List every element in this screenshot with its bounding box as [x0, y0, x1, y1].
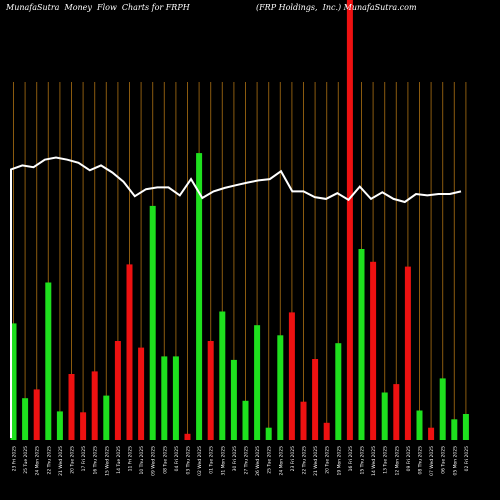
money-flow-bar [33, 389, 40, 440]
money-flow-bar [22, 398, 29, 440]
x-tick-label: 04 Fri 2025 [174, 446, 180, 472]
x-tick-label: 16 Thu 2025 [93, 446, 99, 475]
x-tick-label: 21 Wed 2025 [58, 446, 64, 476]
money-flow-bar [103, 395, 110, 440]
money-flow-bar [381, 392, 388, 440]
x-tick-label: 26 Wed 2025 [255, 446, 261, 476]
x-tick-label: 23 Fri 2025 [12, 446, 18, 472]
x-tick-label: 25 Tue 2025 [267, 446, 273, 474]
money-flow-bar [254, 325, 261, 440]
x-tick-label: 21 Wed 2025 [313, 446, 319, 476]
money-flow-bar [439, 378, 446, 440]
money-flow-bar [404, 266, 411, 440]
x-tick-label: 07 Wed 2025 [429, 446, 435, 476]
money-flow-bar [370, 261, 377, 440]
money-flow-bar [416, 410, 423, 440]
money-flow-bar [462, 414, 469, 440]
money-flow-bar [207, 341, 214, 440]
money-flow-bar [219, 311, 226, 440]
x-tick-label: 27 Thu 2025 [244, 446, 250, 475]
x-tick-label: 02 Wed 2025 [197, 446, 203, 476]
x-tick-label: 09 Wed 2025 [151, 446, 157, 476]
x-tick-label: 01 Tue 2025 [209, 446, 215, 474]
money-flow-bar [172, 356, 179, 440]
x-tick-label: 15 Thu 2025 [360, 446, 366, 475]
chart-subtitle: (FRP Holdings, Inc.) MunafaSutra.com [256, 3, 417, 12]
x-tick-label: 11 Fri 2025 [128, 446, 134, 472]
x-tick-label: 22 Thu 2025 [46, 446, 52, 475]
money-flow-bar [300, 401, 307, 440]
money-flow-bar [184, 433, 191, 440]
x-tick-label: 15 Wed 2025 [104, 446, 110, 476]
money-flow-bar [149, 205, 156, 440]
x-tick-label: 19 Mon 2025 [336, 446, 342, 476]
x-tick-label: 10 Thu 2025 [139, 446, 145, 475]
x-tick-label: 14 Tue 2025 [116, 446, 122, 474]
x-tick-label: 08 Tue 2025 [162, 446, 168, 474]
x-tick-label: 08 Thu 2025 [418, 446, 424, 475]
money-flow-bar [323, 422, 330, 440]
money-flow-bar [45, 282, 52, 440]
x-tick-label: 31 Mon 2025 [220, 446, 226, 476]
x-tick-label: 06 Tue 2025 [441, 446, 447, 474]
money-flow-bar [242, 400, 249, 440]
x-tick-label: 02 Fri 2025 [464, 446, 470, 472]
money-flow-bar [91, 371, 98, 440]
money-flow-bar [428, 427, 435, 440]
x-tick-label: 22 Thu 2025 [302, 446, 308, 475]
money-flow-bar [161, 356, 168, 440]
price-line [10, 156, 462, 438]
money-flow-bar [56, 411, 63, 440]
money-flow-bar [393, 384, 400, 440]
x-tick-label: 17 Fri 2025 [81, 446, 87, 472]
money-flow-bar [265, 427, 272, 440]
money-flow-bar [126, 264, 133, 440]
money-flow-bar [277, 335, 284, 440]
money-flow-bar [230, 359, 237, 440]
x-tick-label: 14 Wed 2025 [371, 446, 377, 476]
x-tick-label: 09 Fri 2025 [406, 446, 412, 472]
money-flow-bar [312, 359, 319, 440]
money-flow-bar [138, 347, 145, 440]
bar-series [10, 0, 469, 440]
money-flow-bar [358, 249, 365, 440]
money-flow-bar [288, 312, 295, 440]
x-tick-label: 23 Fri 2025 [290, 446, 296, 472]
x-tick-label: 20 Tue 2025 [70, 446, 76, 474]
money-flow-bar [335, 343, 342, 440]
money-flow-bar [68, 374, 75, 440]
x-tick-label: 03 Thu 2025 [186, 446, 192, 475]
x-tick-labels: 23 Fri 2025 25 Tue 2025 24 Mon 2025 22 Thu … [12, 446, 470, 476]
x-tick-label: 13 Tue 2025 [383, 446, 389, 474]
money-flow-bar [114, 341, 121, 440]
x-tick-label: 24 Mon 2025 [278, 446, 284, 476]
x-tick-label: 24 Mon 2025 [35, 446, 41, 476]
money-flow-bar [451, 419, 458, 440]
x-tick-label: 30 Fri 2025 [232, 446, 238, 472]
x-tick-label: 20 Tue 2025 [325, 446, 331, 474]
money-flow-bar [346, 0, 353, 440]
x-tick-label: 25 Tue 2025 [23, 446, 29, 474]
x-tick-label: 05 Mon 2025 [452, 446, 458, 476]
x-tick-label: 16 Fri 2025 [348, 446, 354, 472]
money-flow-bar [10, 323, 17, 440]
x-tick-label: 12 Mon 2025 [394, 446, 400, 476]
money-flow-bar [196, 153, 203, 440]
money-flow-bar [80, 412, 87, 440]
chart-title: MunafaSutra Money Flow Charts for FRPH [6, 3, 190, 12]
